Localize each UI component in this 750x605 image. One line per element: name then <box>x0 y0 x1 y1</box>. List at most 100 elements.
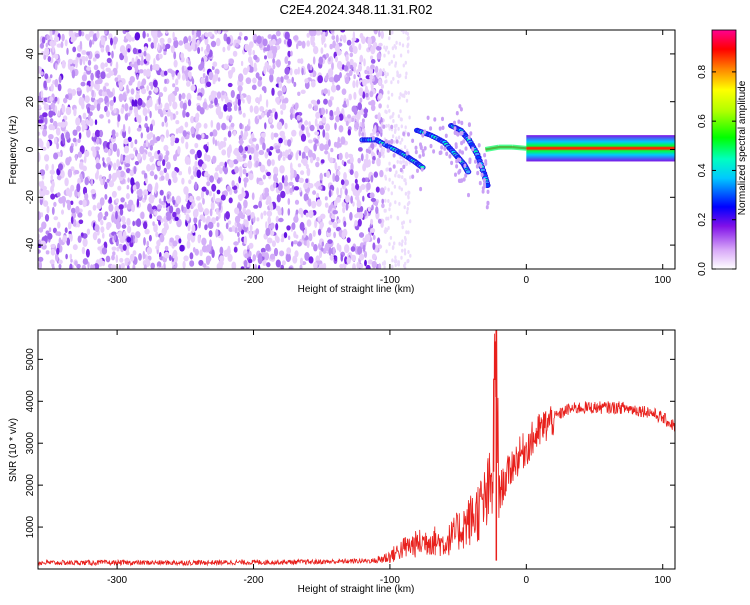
noise-blob <box>157 266 160 269</box>
noise-blob <box>214 172 219 181</box>
noise-blob <box>368 101 373 106</box>
noise-blob <box>367 259 373 265</box>
noise-blob <box>315 111 321 119</box>
noise-blob <box>272 64 276 70</box>
noise-blob <box>109 99 115 107</box>
noise-blob <box>269 230 275 236</box>
noise-blob <box>206 81 212 88</box>
noise-blob <box>269 117 273 123</box>
noise-blob <box>74 189 78 198</box>
noise-blob <box>204 32 209 38</box>
noise-blob <box>186 92 192 102</box>
noise-blob <box>124 103 129 112</box>
noise-blob <box>299 264 303 269</box>
noise-blob <box>237 237 241 244</box>
noise-blob <box>112 36 118 45</box>
noise-blob <box>359 54 364 64</box>
noise-blob <box>111 246 117 251</box>
noise-blob <box>118 264 122 269</box>
noise-blob <box>96 69 101 79</box>
tone-ghost <box>429 143 433 149</box>
faint-blob <box>389 115 392 120</box>
noise-blob <box>82 124 87 131</box>
noise-blob <box>172 199 176 205</box>
faint-blob <box>404 75 408 80</box>
noise-blob <box>196 95 202 101</box>
noise-blob <box>146 85 149 92</box>
y-tick-label: -40 <box>25 237 36 252</box>
noise-blob <box>38 66 42 74</box>
noise-blob <box>126 236 132 243</box>
tone-ghost <box>455 111 459 116</box>
noise-blob <box>119 208 124 216</box>
noise-blob <box>187 66 193 71</box>
noise-blob <box>283 232 288 239</box>
faint-blob <box>408 200 411 205</box>
noise-blob <box>316 192 320 198</box>
noise-blob <box>255 228 260 235</box>
noise-blob <box>342 206 346 214</box>
noise-blob <box>351 39 355 49</box>
noise-blob <box>172 31 175 39</box>
noise-blob <box>356 69 360 76</box>
noise-blob <box>150 84 154 90</box>
noise-blob <box>283 74 289 80</box>
noise-blob <box>211 183 217 192</box>
noise-blob <box>375 186 380 193</box>
noise-blob <box>287 198 291 205</box>
faint-blob <box>407 230 410 235</box>
noise-blob <box>218 111 223 120</box>
noise-blob <box>115 254 119 263</box>
noise-blob <box>116 148 120 158</box>
noise-blob <box>373 171 378 178</box>
faint-blob <box>398 41 402 46</box>
noise-blob <box>337 165 341 170</box>
noise-blob <box>192 209 198 218</box>
noise-blob <box>134 32 141 41</box>
noise-blob <box>143 68 147 77</box>
noise-blob <box>319 172 323 181</box>
noise-blob <box>362 244 366 252</box>
noise-blob <box>327 227 332 233</box>
noise-blob <box>244 146 248 152</box>
noise-blob <box>102 232 105 239</box>
noise-blob <box>318 250 323 258</box>
noise-blob <box>146 240 149 247</box>
noise-blob <box>376 157 381 167</box>
faint-blob <box>382 148 385 153</box>
faint-blob <box>387 216 390 221</box>
faint-blob <box>391 134 395 139</box>
noise-blob <box>186 81 191 87</box>
noise-blob <box>227 45 231 51</box>
noise-blob <box>249 154 252 161</box>
noise-blob <box>124 113 129 121</box>
noise-blob <box>232 50 238 57</box>
noise-blob <box>308 210 314 218</box>
tone-ghost <box>475 164 479 169</box>
noise-blob <box>304 195 309 201</box>
noise-blob <box>366 182 371 191</box>
noise-blob <box>130 234 134 244</box>
noise-blob <box>144 46 148 51</box>
noise-blob <box>340 179 345 186</box>
noise-blob <box>125 193 130 200</box>
noise-blob <box>310 99 317 105</box>
noise-blob <box>236 152 241 162</box>
noise-blob <box>142 152 147 161</box>
noise-blob <box>80 232 84 237</box>
noise-blob <box>378 93 383 100</box>
noise-blob <box>292 255 298 264</box>
noise-blob <box>69 253 73 260</box>
noise-blob <box>153 58 156 66</box>
noise-blob <box>56 43 62 48</box>
noise-blob <box>167 68 173 73</box>
noise-blob <box>72 129 78 136</box>
faint-blob <box>398 95 401 100</box>
faint-blob <box>403 248 407 253</box>
noise-blob <box>226 185 231 192</box>
tone-ghost <box>368 149 371 154</box>
noise-blob <box>114 77 119 82</box>
noise-blob <box>116 159 120 166</box>
noise-blob <box>186 202 191 210</box>
noise-blob <box>57 110 61 117</box>
